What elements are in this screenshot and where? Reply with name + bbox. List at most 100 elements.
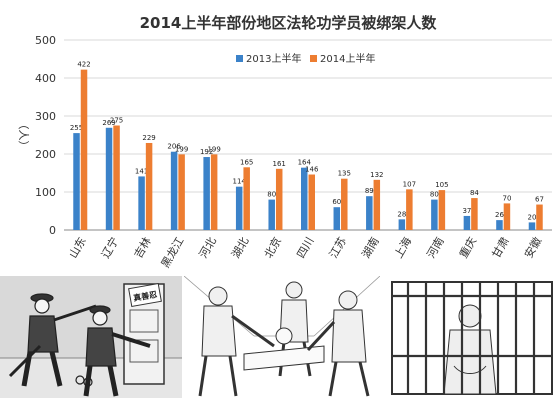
y-tick-label: 200 — [35, 148, 56, 161]
x-tick-label: 安徽 — [521, 235, 544, 261]
y-tick-label: 500 — [35, 34, 56, 47]
x-tick-label: 北京 — [261, 235, 284, 261]
data-label: 114 — [232, 178, 246, 186]
x-tick-label: 吉林 — [131, 235, 154, 261]
y-axis: 0 100 200 300 400 500 — [35, 34, 56, 237]
data-label: 255 — [70, 124, 83, 132]
data-label: 80 — [267, 191, 276, 199]
y-tick-label: 400 — [35, 72, 56, 85]
gridlines — [64, 39, 552, 231]
legend-swatch — [310, 55, 317, 62]
bar — [406, 189, 413, 230]
data-label: 67 — [535, 196, 544, 204]
data-label: 135 — [338, 170, 351, 178]
bar — [80, 69, 88, 230]
police-officer-figure — [75, 305, 151, 397]
data-label: 105 — [435, 181, 448, 189]
bar — [308, 174, 315, 230]
bar — [203, 157, 210, 230]
x-tick-label: 甘肃 — [490, 235, 512, 261]
bar — [73, 133, 80, 230]
bar — [105, 127, 113, 230]
bar — [431, 199, 438, 230]
data-label: 199 — [207, 145, 220, 153]
bar — [341, 178, 348, 230]
bar — [438, 190, 446, 230]
legend: 2013上半年 2014上半年 — [236, 52, 375, 65]
bar — [113, 125, 120, 230]
bar — [170, 151, 178, 230]
bar — [210, 154, 218, 230]
data-label: 229 — [142, 134, 155, 142]
data-label: 269 — [102, 119, 115, 127]
illustration-arrest: 真善忍 — [0, 276, 182, 398]
bar — [496, 220, 503, 230]
x-tick-label: 重庆 — [456, 235, 479, 261]
bar — [275, 168, 283, 230]
data-label: 199 — [175, 145, 188, 153]
bar — [471, 198, 478, 230]
bar-chart: 0 100 200 300 400 500 255 422 269 275 141 229 206 19… — [17, 14, 552, 271]
y-tick-label: 100 — [35, 186, 56, 199]
data-label: 161 — [273, 160, 286, 168]
legend-label: 2014上半年 — [320, 52, 375, 65]
data-label: 70 — [502, 194, 511, 202]
bar — [138, 176, 145, 230]
illustration-beating — [184, 276, 380, 398]
x-tick-label: 黑龙江 — [159, 235, 187, 270]
x-tick-label: 湖南 — [359, 235, 381, 261]
data-label: 146 — [305, 166, 319, 174]
bar — [528, 222, 536, 230]
data-label: 164 — [298, 159, 312, 167]
prisoner-figure — [443, 304, 497, 395]
bar — [145, 142, 153, 230]
data-label: 26 — [495, 211, 504, 219]
y-tick-label: 0 — [49, 224, 56, 237]
data-label: 28 — [397, 210, 406, 218]
bar — [398, 219, 406, 230]
x-tick-label: 山东 — [67, 235, 89, 261]
bar — [536, 204, 543, 230]
data-label: 89 — [365, 187, 374, 195]
bar — [333, 207, 341, 230]
bar — [268, 199, 275, 230]
y-axis-label: （人） — [17, 119, 30, 152]
data-label: 422 — [77, 61, 90, 69]
legend-swatch — [236, 55, 243, 62]
data-label: 20 — [528, 213, 537, 221]
bar — [366, 196, 373, 230]
bar — [373, 179, 381, 230]
x-tick-label: 上海 — [391, 235, 414, 261]
data-label: 132 — [370, 171, 383, 179]
bar — [301, 167, 308, 230]
y-tick-label: 300 — [35, 110, 56, 123]
chart-title: 2014上半年部份地区法轮功学员被绑架人数 — [140, 14, 438, 32]
bar — [463, 215, 471, 230]
bar — [235, 186, 243, 230]
bar — [178, 154, 185, 230]
data-label: 37 — [462, 207, 471, 215]
x-tick-label: 四川 — [294, 235, 316, 261]
x-tick-label: 湖北 — [229, 235, 251, 261]
data-label: 192 — [200, 148, 213, 156]
data-label: 141 — [135, 167, 148, 175]
officer-figure — [306, 290, 370, 397]
data-label: 275 — [110, 117, 123, 125]
police-officer-figure — [8, 293, 97, 387]
data-label: 60 — [332, 198, 341, 206]
x-tick-label: 江苏 — [327, 235, 349, 261]
x-tick-label: 辽宁 — [98, 235, 121, 261]
legend-label: 2013上半年 — [246, 52, 301, 65]
illustration-prison — [384, 276, 560, 398]
y-axis-label-text: （人） — [17, 119, 30, 152]
data-label: 206 — [167, 143, 181, 151]
x-tick-label: 河北 — [197, 235, 219, 261]
officer-figure — [198, 286, 275, 397]
data-label: 165 — [240, 158, 253, 166]
bar — [243, 167, 250, 230]
data-label: 80 — [430, 191, 439, 199]
cell-bars — [392, 282, 552, 394]
bar — [503, 203, 511, 230]
door-sign-text: 真善忍 — [132, 289, 157, 303]
